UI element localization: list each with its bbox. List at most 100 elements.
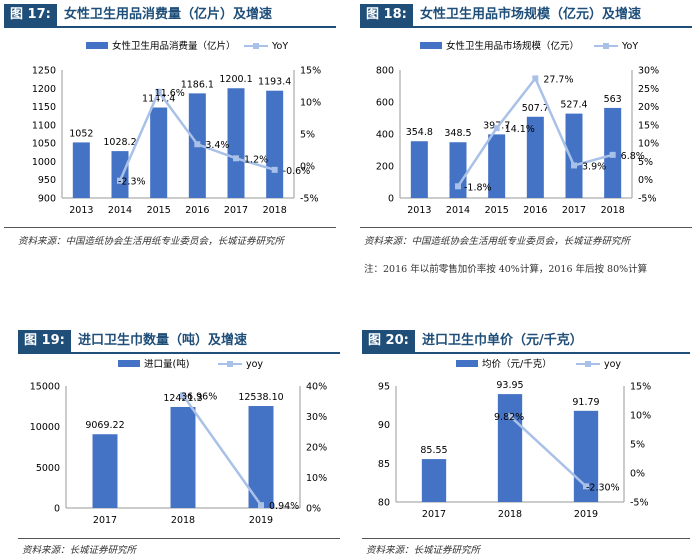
legend-marker — [603, 43, 609, 49]
bar — [497, 394, 523, 502]
y-tick-label: 800 — [376, 66, 394, 77]
yoy-value-label: 0.94% — [269, 501, 299, 512]
source-note: 资料来源：长城证券研究所 — [366, 545, 481, 556]
y2-tick-label: 30% — [306, 412, 327, 423]
x-tick-label: 2018 — [601, 205, 625, 216]
yoy-point — [180, 392, 186, 399]
y-tick-label: 1000 — [32, 157, 56, 168]
yoy-value-label: 3.9% — [582, 161, 606, 172]
legend-bar-swatch — [118, 360, 140, 367]
bar — [248, 406, 274, 508]
figure-number: 图 20: — [362, 330, 415, 352]
y2-tick-label: -5% — [300, 194, 319, 205]
y-tick-label: 600 — [376, 98, 394, 109]
bar-value-label: 1200.1 — [219, 74, 252, 85]
y2-tick-label: 30% — [638, 66, 659, 77]
figure-title: 女性卫生用品消费量（亿片）及增速 — [64, 7, 273, 22]
bar-value-label: 1186.1 — [181, 79, 214, 90]
x-tick-label: 2015 — [485, 205, 509, 216]
y-tick-label: 10000 — [30, 422, 60, 433]
y2-tick-label: 15% — [630, 382, 651, 393]
legend-bar-swatch — [456, 360, 478, 367]
x-tick-label: 2019 — [249, 515, 273, 526]
yoy-value-label: 14.1% — [505, 124, 535, 135]
yoy-value-label: -2.30% — [586, 482, 620, 493]
y2-tick-label: 15% — [300, 66, 321, 77]
y2-tick-label: 0% — [630, 469, 645, 480]
panel-title-bar: 图 18: 女性卫生用品市场规模（亿元）及增速 — [360, 4, 692, 28]
yoy-value-label: 11.6% — [155, 88, 185, 99]
y2-tick-label: -5% — [630, 498, 649, 509]
y2-tick-label: 0% — [300, 162, 315, 173]
figure-title: 进口卫生巾数量（吨）及增速 — [78, 333, 248, 348]
panel-title-bar: 图 17: 女性卫生用品消费量（亿片）及增速 — [4, 4, 336, 28]
legend-marker — [227, 361, 233, 367]
y-tick-label: 1200 — [32, 84, 56, 95]
divider — [4, 227, 336, 228]
yoy-line — [181, 394, 263, 506]
bar-value-label: 93.95 — [496, 380, 523, 391]
x-tick-label: 2016 — [185, 205, 209, 216]
legend-label: 进口量(吨) — [144, 358, 189, 370]
figure-title: 进口卫生巾单价（元/千克） — [422, 333, 583, 348]
legend-marker — [585, 361, 591, 367]
bar-value-label: 354.8 — [406, 127, 433, 138]
legend-label: 女性卫生用品市场规模（亿元） — [446, 40, 579, 52]
legend-label: yoy — [604, 359, 621, 370]
yoy-value-label: -1.8% — [464, 182, 492, 193]
yoy-point — [532, 75, 539, 82]
source-note: 资料来源：长城证券研究所 — [22, 545, 137, 556]
y2-tick-label: 20% — [306, 443, 327, 454]
x-tick-label: 2013 — [69, 205, 93, 216]
bar — [421, 459, 447, 502]
y2-tick-label: 25% — [638, 84, 659, 95]
source-note: 资料来源：中国造纸协会生活用纸专业委员会，长城证券研究所 — [18, 236, 285, 247]
y-tick-label: 90 — [378, 420, 390, 431]
figure-number: 图 18: — [360, 4, 413, 26]
y-tick-label: 0 — [388, 194, 394, 205]
yoy-line — [509, 415, 587, 488]
y-tick-label: 0 — [54, 504, 60, 515]
x-tick-label: 2017 — [93, 515, 117, 526]
bar — [488, 134, 506, 198]
x-tick-label: 2013 — [407, 205, 431, 216]
y2-tick-label: -5% — [638, 194, 657, 205]
x-tick-label: 2019 — [574, 509, 598, 520]
yoy-point — [233, 155, 239, 162]
y-tick-label: 95 — [378, 382, 390, 393]
y-tick-label: 950 — [38, 175, 56, 186]
bar-value-label: 1193.4 — [258, 77, 291, 88]
y-tick-label: 1250 — [32, 66, 56, 77]
y2-tick-label: 10% — [630, 411, 651, 422]
x-tick-label: 2015 — [147, 205, 171, 216]
x-tick-label: 2016 — [523, 205, 547, 216]
y-tick-label: 1150 — [32, 102, 56, 113]
yoy-point — [271, 166, 278, 173]
yoy-point — [583, 483, 589, 490]
divider — [18, 538, 340, 539]
footnote: 注：2016 年以前零售加价率按 40%计算，2016 年后按 80%计算 — [364, 264, 648, 275]
bar — [170, 406, 196, 508]
y2-tick-label: 10% — [638, 139, 659, 150]
legend-label: YoY — [271, 41, 288, 52]
y-tick-label: 900 — [38, 194, 56, 205]
yoy-point — [571, 162, 577, 169]
y2-tick-label: 0% — [638, 175, 653, 186]
chart-svg: 女性卫生用品市场规模（亿元） YoY 0 200 400 600 800 -5% 0% 5% 10%… — [376, 40, 659, 216]
x-tick-label: 2017 — [422, 509, 446, 520]
bar-value-label: 12421.3 — [163, 393, 202, 404]
x-tick-label: 2017 — [562, 205, 586, 216]
y2-tick-label: 10% — [300, 98, 321, 109]
x-tick-label: 2018 — [263, 205, 287, 216]
bar — [150, 107, 168, 198]
y-tick-label: 200 — [376, 162, 394, 173]
yoy-point — [155, 88, 162, 95]
y2-tick-label: 40% — [306, 382, 327, 393]
yoy-value-label: -0.6% — [283, 166, 311, 177]
yoy-point — [455, 183, 461, 190]
divider — [360, 227, 692, 228]
bar-value-label: 1147.4 — [142, 94, 175, 105]
legend-label: 均价（元/千克） — [482, 358, 552, 370]
y2-tick-label: 20% — [638, 102, 659, 113]
y2-tick-label: 5% — [300, 130, 315, 141]
